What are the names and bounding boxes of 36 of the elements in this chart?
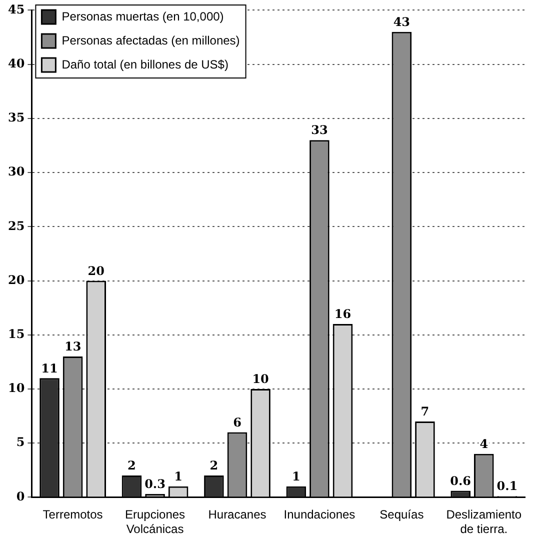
data-label: 1 xyxy=(292,470,300,484)
x-tick-label: Deslizamiento de tierra. xyxy=(446,508,522,536)
y-tick-label: 15 xyxy=(8,326,25,341)
data-label: 43 xyxy=(393,14,410,29)
y-tick-label: 5 xyxy=(16,435,25,450)
data-label: 13 xyxy=(64,340,82,354)
data-label: 0.1 xyxy=(496,479,518,494)
data-label: 0.6 xyxy=(450,474,472,488)
legend-label: Personas afectadas (en millones) xyxy=(62,33,240,48)
data-label: 20 xyxy=(88,264,104,278)
data-label: 10 xyxy=(252,372,269,386)
y-tick-label: 10 xyxy=(8,381,25,396)
data-label: 2 xyxy=(210,458,218,473)
data-label: 16 xyxy=(334,307,352,322)
y-tick-label: 20 xyxy=(8,272,25,287)
data-label: 6 xyxy=(233,415,242,430)
x-tick-label: Erupciones Volcánicas xyxy=(125,508,186,536)
y-tick-label: 25 xyxy=(8,218,25,233)
legend-label: Daño total (en billones de US$) xyxy=(62,57,228,72)
y-tick-label: 0 xyxy=(16,489,25,504)
y-tick-label: 35 xyxy=(8,110,25,125)
y-tick-label: 30 xyxy=(8,164,25,179)
data-label: 4 xyxy=(480,437,488,452)
x-tick-label: Terremotos xyxy=(42,508,103,522)
x-tick-label: Inundaciones xyxy=(284,508,356,522)
data-label: 11 xyxy=(41,361,58,376)
data-label: 7 xyxy=(420,404,430,419)
x-tick-label: Sequías xyxy=(380,508,424,522)
data-label: 0.3 xyxy=(144,477,166,492)
legend-label: Personas muertas (en 10,000) xyxy=(62,9,224,24)
y-tick-label: 45 xyxy=(8,2,25,16)
x-tick-label: Huracanes xyxy=(208,508,266,522)
data-label: 33 xyxy=(311,123,328,138)
data-label: 2 xyxy=(128,458,136,473)
data-label: 1 xyxy=(174,470,182,484)
y-tick-label: 40 xyxy=(8,56,25,70)
